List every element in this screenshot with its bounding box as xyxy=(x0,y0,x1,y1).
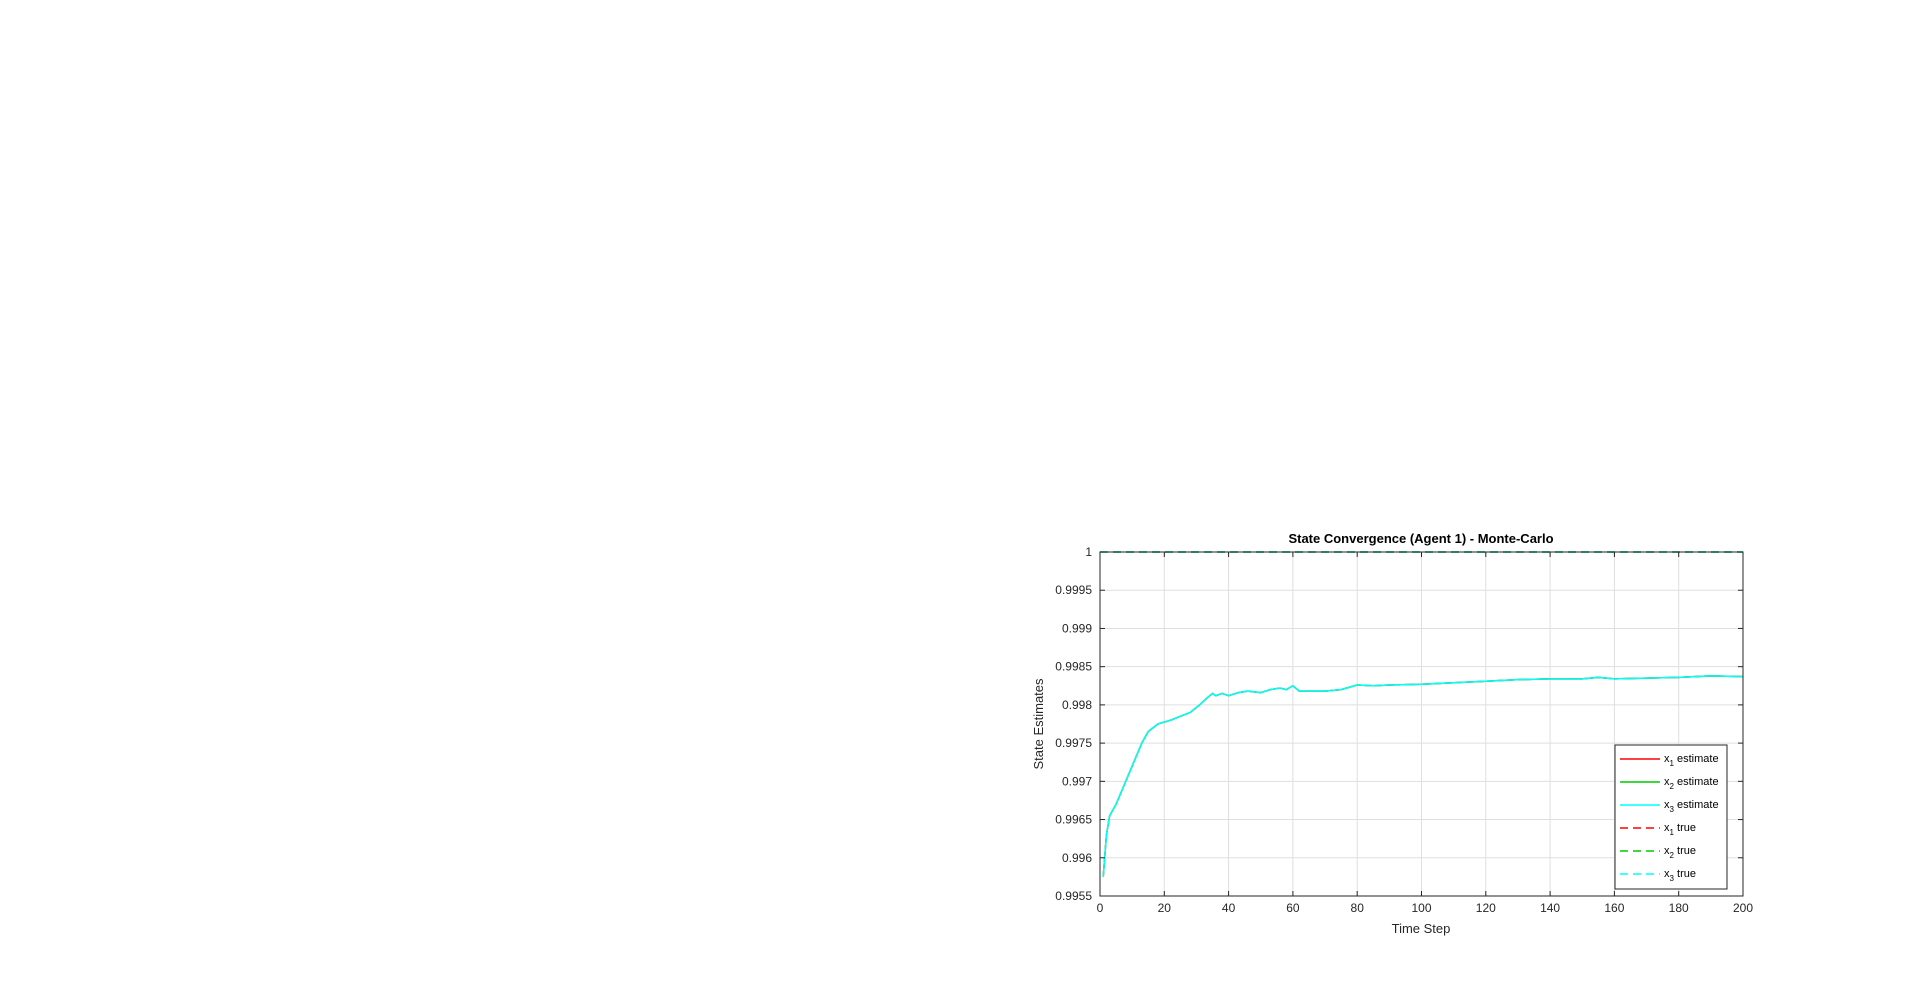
x-tick-label: 200 xyxy=(1733,901,1753,915)
chart-title: State Convergence (Agent 1) - Monte-Carl… xyxy=(1288,531,1553,546)
x-tick-label: 20 xyxy=(1158,901,1172,915)
legend-label-rest: true xyxy=(1674,822,1696,834)
legend-label-main: x xyxy=(1664,822,1670,834)
legend-label-main: x xyxy=(1664,753,1670,765)
y-tick-label: 0.997 xyxy=(1062,774,1092,788)
legend-entry-label: x3 true xyxy=(1664,868,1696,883)
x-tick-label: 0 xyxy=(1097,901,1104,915)
x-tick-label: 100 xyxy=(1411,901,1431,915)
legend-label-main: x xyxy=(1664,799,1670,811)
legend-label-rest: true xyxy=(1674,868,1696,880)
axes: 0 20 40 60 80 100 120 140 160 180 200 0.99550.9960… xyxy=(1031,531,1753,936)
x-axis: 0 20 40 60 80 100 120 140 160 180 200 xyxy=(1097,552,1753,915)
x-tick-label: 140 xyxy=(1540,901,1560,915)
legend-box xyxy=(1614,744,1728,890)
legend-label-rest: estimate xyxy=(1674,776,1719,788)
series-line-x3-estimate xyxy=(1102,675,1744,877)
x-axis-label: Time Step xyxy=(1392,921,1451,936)
x-tick-label: 80 xyxy=(1351,901,1365,915)
legend-label-subscript: 1 xyxy=(1670,828,1675,837)
legend-label-main: x xyxy=(1664,845,1670,857)
legend-entry-label: x2 true xyxy=(1664,845,1696,860)
legend-label-main: x xyxy=(1664,868,1670,880)
legend-label-subscript: 3 xyxy=(1670,874,1675,883)
y-tick-label: 0.999 xyxy=(1062,621,1092,635)
y-axis: 0.9955 0.996 0.9965 0.997 0.9975 0.998 0.9985 0… xyxy=(1055,545,1743,903)
legend-entry-label: x3 estimate xyxy=(1664,799,1719,814)
legend-entry-label: x1 estimate xyxy=(1664,753,1719,768)
legend-label-subscript: 2 xyxy=(1670,782,1675,791)
y-tick-label: 0.9975 xyxy=(1055,736,1092,750)
legend-entry-label: x2 estimate xyxy=(1664,776,1719,791)
x-tick-label: 160 xyxy=(1604,901,1624,915)
y-tick-label: 0.996 xyxy=(1062,851,1092,865)
y-tick-label: 0.9965 xyxy=(1055,813,1092,827)
x-tick-label: 40 xyxy=(1222,901,1236,915)
x-tick-label: 60 xyxy=(1286,901,1300,915)
y-axis-label: State Estimates xyxy=(1031,678,1046,770)
x-tick-label: 180 xyxy=(1669,901,1689,915)
legend-label-rest: true xyxy=(1674,845,1696,857)
x-tick-label: 120 xyxy=(1476,901,1496,915)
legend-label-subscript: 3 xyxy=(1670,805,1675,814)
y-tick-label: 0.9955 xyxy=(1055,889,1092,903)
legend-label-subscript: 2 xyxy=(1670,851,1675,860)
y-tick-label: 0.998 xyxy=(1062,698,1092,712)
y-tick-label: 0.9995 xyxy=(1055,583,1092,597)
legend-label-rest: estimate xyxy=(1674,753,1719,765)
legend-entry-label: x1 true xyxy=(1664,822,1696,837)
y-tick-label: 1 xyxy=(1085,545,1092,559)
legend-label-main: x xyxy=(1664,776,1670,788)
legend-label-rest: estimate xyxy=(1674,799,1719,811)
legend-label-subscript: 1 xyxy=(1670,759,1675,768)
y-tick-label: 0.9985 xyxy=(1055,660,1092,674)
